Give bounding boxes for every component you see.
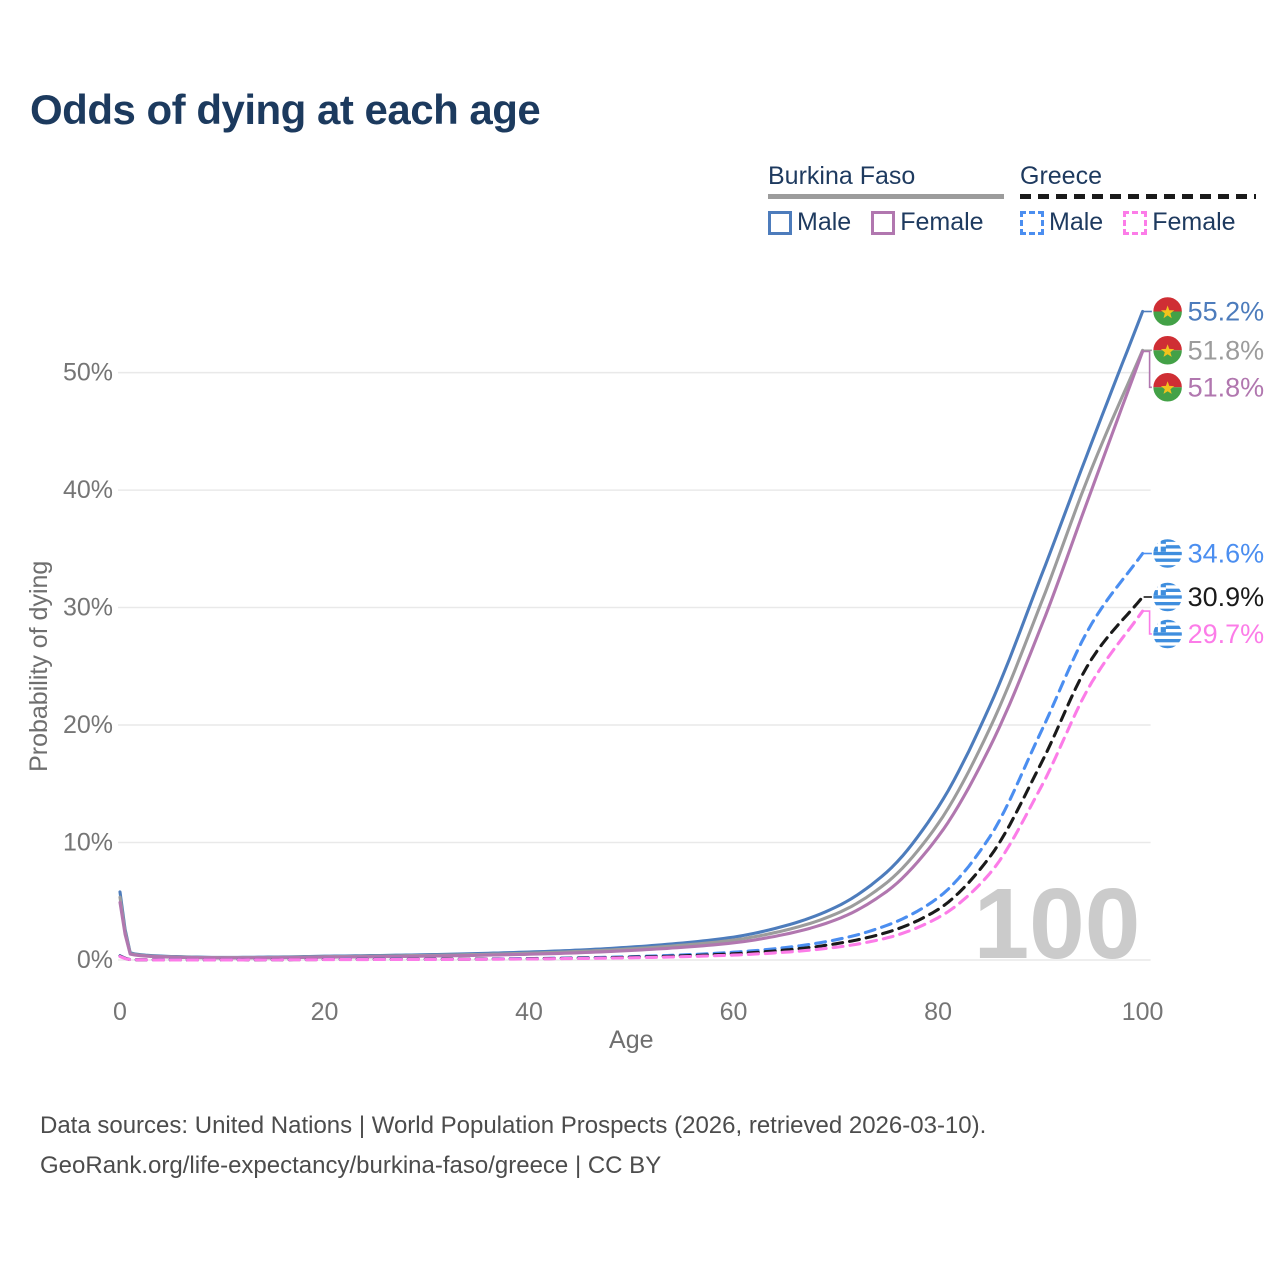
y-tick-label: 0%: [77, 946, 113, 974]
y-tick-label: 40%: [63, 476, 113, 504]
end-label-connector: [1143, 610, 1154, 635]
gridlines: [118, 371, 1151, 961]
legend-group-greece: Greece Male Female: [1020, 162, 1256, 237]
x-tick-label: 40: [515, 998, 543, 1026]
x-axis-title: Age: [609, 1026, 653, 1054]
y-tick-label: 30%: [63, 594, 113, 622]
legend-item-greece-male[interactable]: Male: [1020, 208, 1103, 237]
y-tick-label: 50%: [63, 359, 113, 387]
end-label-burkina-faso-both-sexes: 51.8%: [1143, 334, 1265, 367]
legend-item-greece-female[interactable]: Female: [1123, 208, 1236, 237]
end-value-label: 34.6%: [1188, 539, 1265, 569]
end-value-label: 29.7%: [1188, 619, 1265, 649]
end-label-greece-female: 29.7%: [1143, 610, 1265, 650]
age-counter-watermark: 100: [974, 868, 1141, 980]
x-tick-label: 60: [720, 998, 748, 1026]
legend-item-burkina-faso-male[interactable]: Male: [768, 208, 851, 237]
y-axis-title: Probability of dying: [25, 561, 53, 772]
legend-swatch-greece-male: [1020, 210, 1044, 235]
end-label-connector: [1143, 350, 1154, 389]
legend-group-title-burkina-faso: Burkina Faso: [768, 162, 916, 190]
series-line-burkina-faso-male[interactable]: [118, 309, 1145, 959]
end-label-burkina-faso-female: 51.8%: [1143, 350, 1265, 404]
end-value-label: 51.8%: [1188, 335, 1265, 365]
burkina-faso-flag-icon: [1151, 371, 1184, 404]
legend-swatch-greece-female: [1123, 210, 1148, 235]
burkina-faso-flag-icon: [1151, 334, 1184, 367]
end-label-burkina-faso-male: 55.2%: [1143, 295, 1265, 328]
x-tick-label: 0: [113, 998, 127, 1026]
data-source-line2: GeoRank.org/life-expectancy/burkina-faso…: [40, 1152, 662, 1179]
legend-swatch-burkina-faso-female: [871, 210, 896, 235]
burkina-faso-flag-icon: [1151, 295, 1184, 328]
legend-line-sample-greece: [1020, 194, 1256, 199]
greece-flag-icon: [1151, 581, 1184, 613]
x-tick-label: 100: [1122, 998, 1164, 1026]
end-value-label: 55.2%: [1188, 297, 1265, 327]
data-source-line1: Data sources: United Nations | World Pop…: [40, 1112, 987, 1139]
end-value-label: 51.8%: [1188, 372, 1265, 402]
legend-group-title-greece: Greece: [1020, 162, 1102, 190]
series-line-burkina-faso-female[interactable]: [118, 349, 1145, 960]
legend-line-sample-burkina-faso: [768, 194, 1004, 199]
x-tick-label: 20: [311, 998, 339, 1026]
end-value-label: 30.9%: [1188, 582, 1265, 612]
legend-item-burkina-faso-female[interactable]: Female: [871, 208, 984, 237]
series-line-greece-female[interactable]: [118, 609, 1145, 962]
end-label-greece-both-sexes: 30.9%: [1143, 581, 1265, 613]
legend-group-burkina-faso: Burkina Faso Male Female: [768, 162, 1004, 237]
series-line-burkina-faso-both-sexes[interactable]: [118, 348, 1145, 960]
y-tick-label: 20%: [63, 711, 113, 739]
greece-flag-icon: [1151, 618, 1184, 650]
y-tick-label: 10%: [63, 829, 113, 857]
end-label-greece-male: 34.6%: [1143, 537, 1265, 570]
greece-flag-icon: [1151, 537, 1184, 570]
page-title: Odds of dying at each age: [30, 86, 541, 133]
x-tick-label: 80: [924, 998, 952, 1026]
legend-swatch-burkina-faso-male: [768, 210, 792, 235]
data-source-note: Data sources: United Nations | World Pop…: [40, 1106, 986, 1186]
